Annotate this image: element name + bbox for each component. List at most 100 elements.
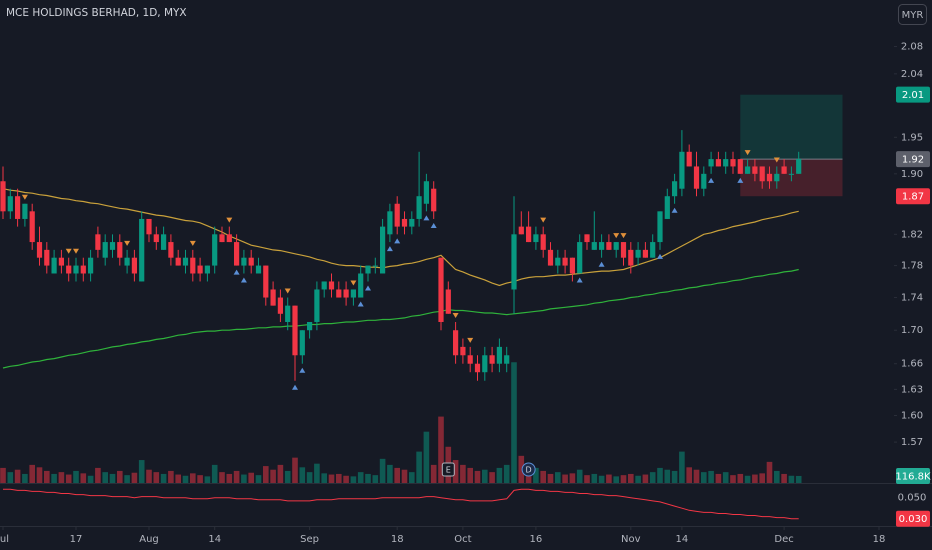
candle-body: [314, 289, 320, 322]
signal-up: [423, 215, 430, 221]
volume-bar: [671, 470, 678, 483]
y-tick-label: 1.74: [901, 293, 923, 304]
candle-body: [73, 265, 79, 274]
candle-body: [285, 305, 291, 322]
moving-average: [2, 268, 799, 369]
candle-body: [547, 249, 554, 266]
volume-bar: [336, 473, 342, 483]
candle-body: [182, 257, 189, 266]
volume-bar: [394, 467, 400, 483]
candle-body: [540, 234, 546, 250]
candle-body: [555, 257, 561, 266]
volume-bar: [708, 470, 714, 483]
volume-bar: [117, 470, 123, 483]
candle-body: [489, 355, 495, 364]
indicator-last-bg: [896, 510, 930, 527]
volume-bar: [664, 469, 671, 483]
stop-price-bg: [896, 188, 930, 205]
volume-bar: [87, 475, 94, 483]
indicator-line: [3, 488, 799, 520]
candle-body: [416, 196, 422, 219]
volume-bar: [620, 475, 627, 483]
candle-body: [394, 203, 400, 227]
event-badge[interactable]: [441, 462, 455, 477]
volume-bar: [387, 464, 393, 483]
candle-body: [358, 273, 364, 298]
signal-up: [671, 207, 678, 213]
candle-body: [263, 265, 269, 298]
candle-body: [533, 234, 539, 243]
volume-bar: [430, 464, 437, 483]
signal-up: [386, 246, 393, 252]
candle-body: [139, 218, 145, 282]
y-tick-label: 1.70: [901, 325, 923, 336]
x-tick-label: Jul: [0, 534, 9, 545]
volume-bar: [409, 472, 415, 483]
volume-bar: [211, 464, 218, 483]
signal-down: [65, 248, 72, 254]
volume-bar: [737, 473, 744, 483]
signal-up: [240, 277, 247, 283]
volume-bar: [270, 469, 276, 483]
volume-bar: [138, 460, 145, 483]
volume-bar: [452, 460, 459, 483]
candle-body: [657, 211, 663, 243]
candle-body: [613, 242, 619, 250]
candle-body: [759, 166, 765, 182]
signal-down: [226, 217, 233, 223]
volume-bar: [591, 473, 598, 483]
event-badge[interactable]: [521, 462, 536, 477]
volume-bar: [124, 475, 130, 483]
candle-body: [504, 355, 510, 364]
signal-down: [744, 150, 751, 156]
signal-down: [613, 233, 620, 239]
x-tick-label: 18: [873, 534, 886, 545]
candle-body: [642, 249, 648, 258]
candle-body: [380, 226, 386, 274]
currency-button[interactable]: [898, 4, 927, 25]
event-label: D: [526, 466, 532, 475]
volume-bar: [642, 474, 649, 483]
candle-body: [796, 159, 802, 174]
volume-bar: [788, 475, 795, 483]
signal-down: [189, 240, 196, 246]
candle-body: [190, 257, 196, 274]
candle-body: [672, 181, 678, 197]
volume-bar: [474, 470, 481, 483]
volume-bar: [562, 474, 568, 483]
volume-bar: [555, 472, 561, 483]
volume-bar: [284, 470, 291, 483]
candle-body: [752, 166, 758, 174]
candle-body: [241, 257, 247, 266]
volume-bar: [0, 467, 6, 483]
volume-bar: [299, 467, 306, 483]
candle-body: [124, 257, 130, 266]
candle-body: [401, 218, 408, 227]
signal-up: [598, 261, 605, 267]
candle-body: [146, 218, 152, 235]
candle-body: [474, 363, 481, 373]
volume-bar: [314, 463, 320, 483]
candle-body: [606, 242, 612, 250]
volume-bar: [774, 470, 780, 483]
volume-bar: [635, 475, 641, 483]
currency-label[interactable]: MYR: [902, 10, 924, 21]
x-tick-label: 14: [208, 534, 221, 545]
signal-up: [576, 277, 583, 283]
signal-down: [620, 233, 627, 239]
signal-up: [357, 301, 364, 307]
candle-body: [737, 159, 743, 174]
volume-bar: [168, 470, 174, 483]
candle-body: [299, 330, 305, 356]
candle-body: [66, 265, 72, 274]
volume-bar: [701, 472, 707, 483]
volume-bar: [730, 475, 736, 483]
volume-bar: [533, 467, 539, 483]
candle-body: [577, 242, 583, 274]
candle-body: [248, 257, 254, 266]
candle-body: [161, 234, 167, 250]
signal-up: [365, 285, 371, 291]
volume-bar: [489, 472, 495, 483]
candle-body: [350, 289, 356, 298]
volume-bar: [467, 467, 473, 483]
